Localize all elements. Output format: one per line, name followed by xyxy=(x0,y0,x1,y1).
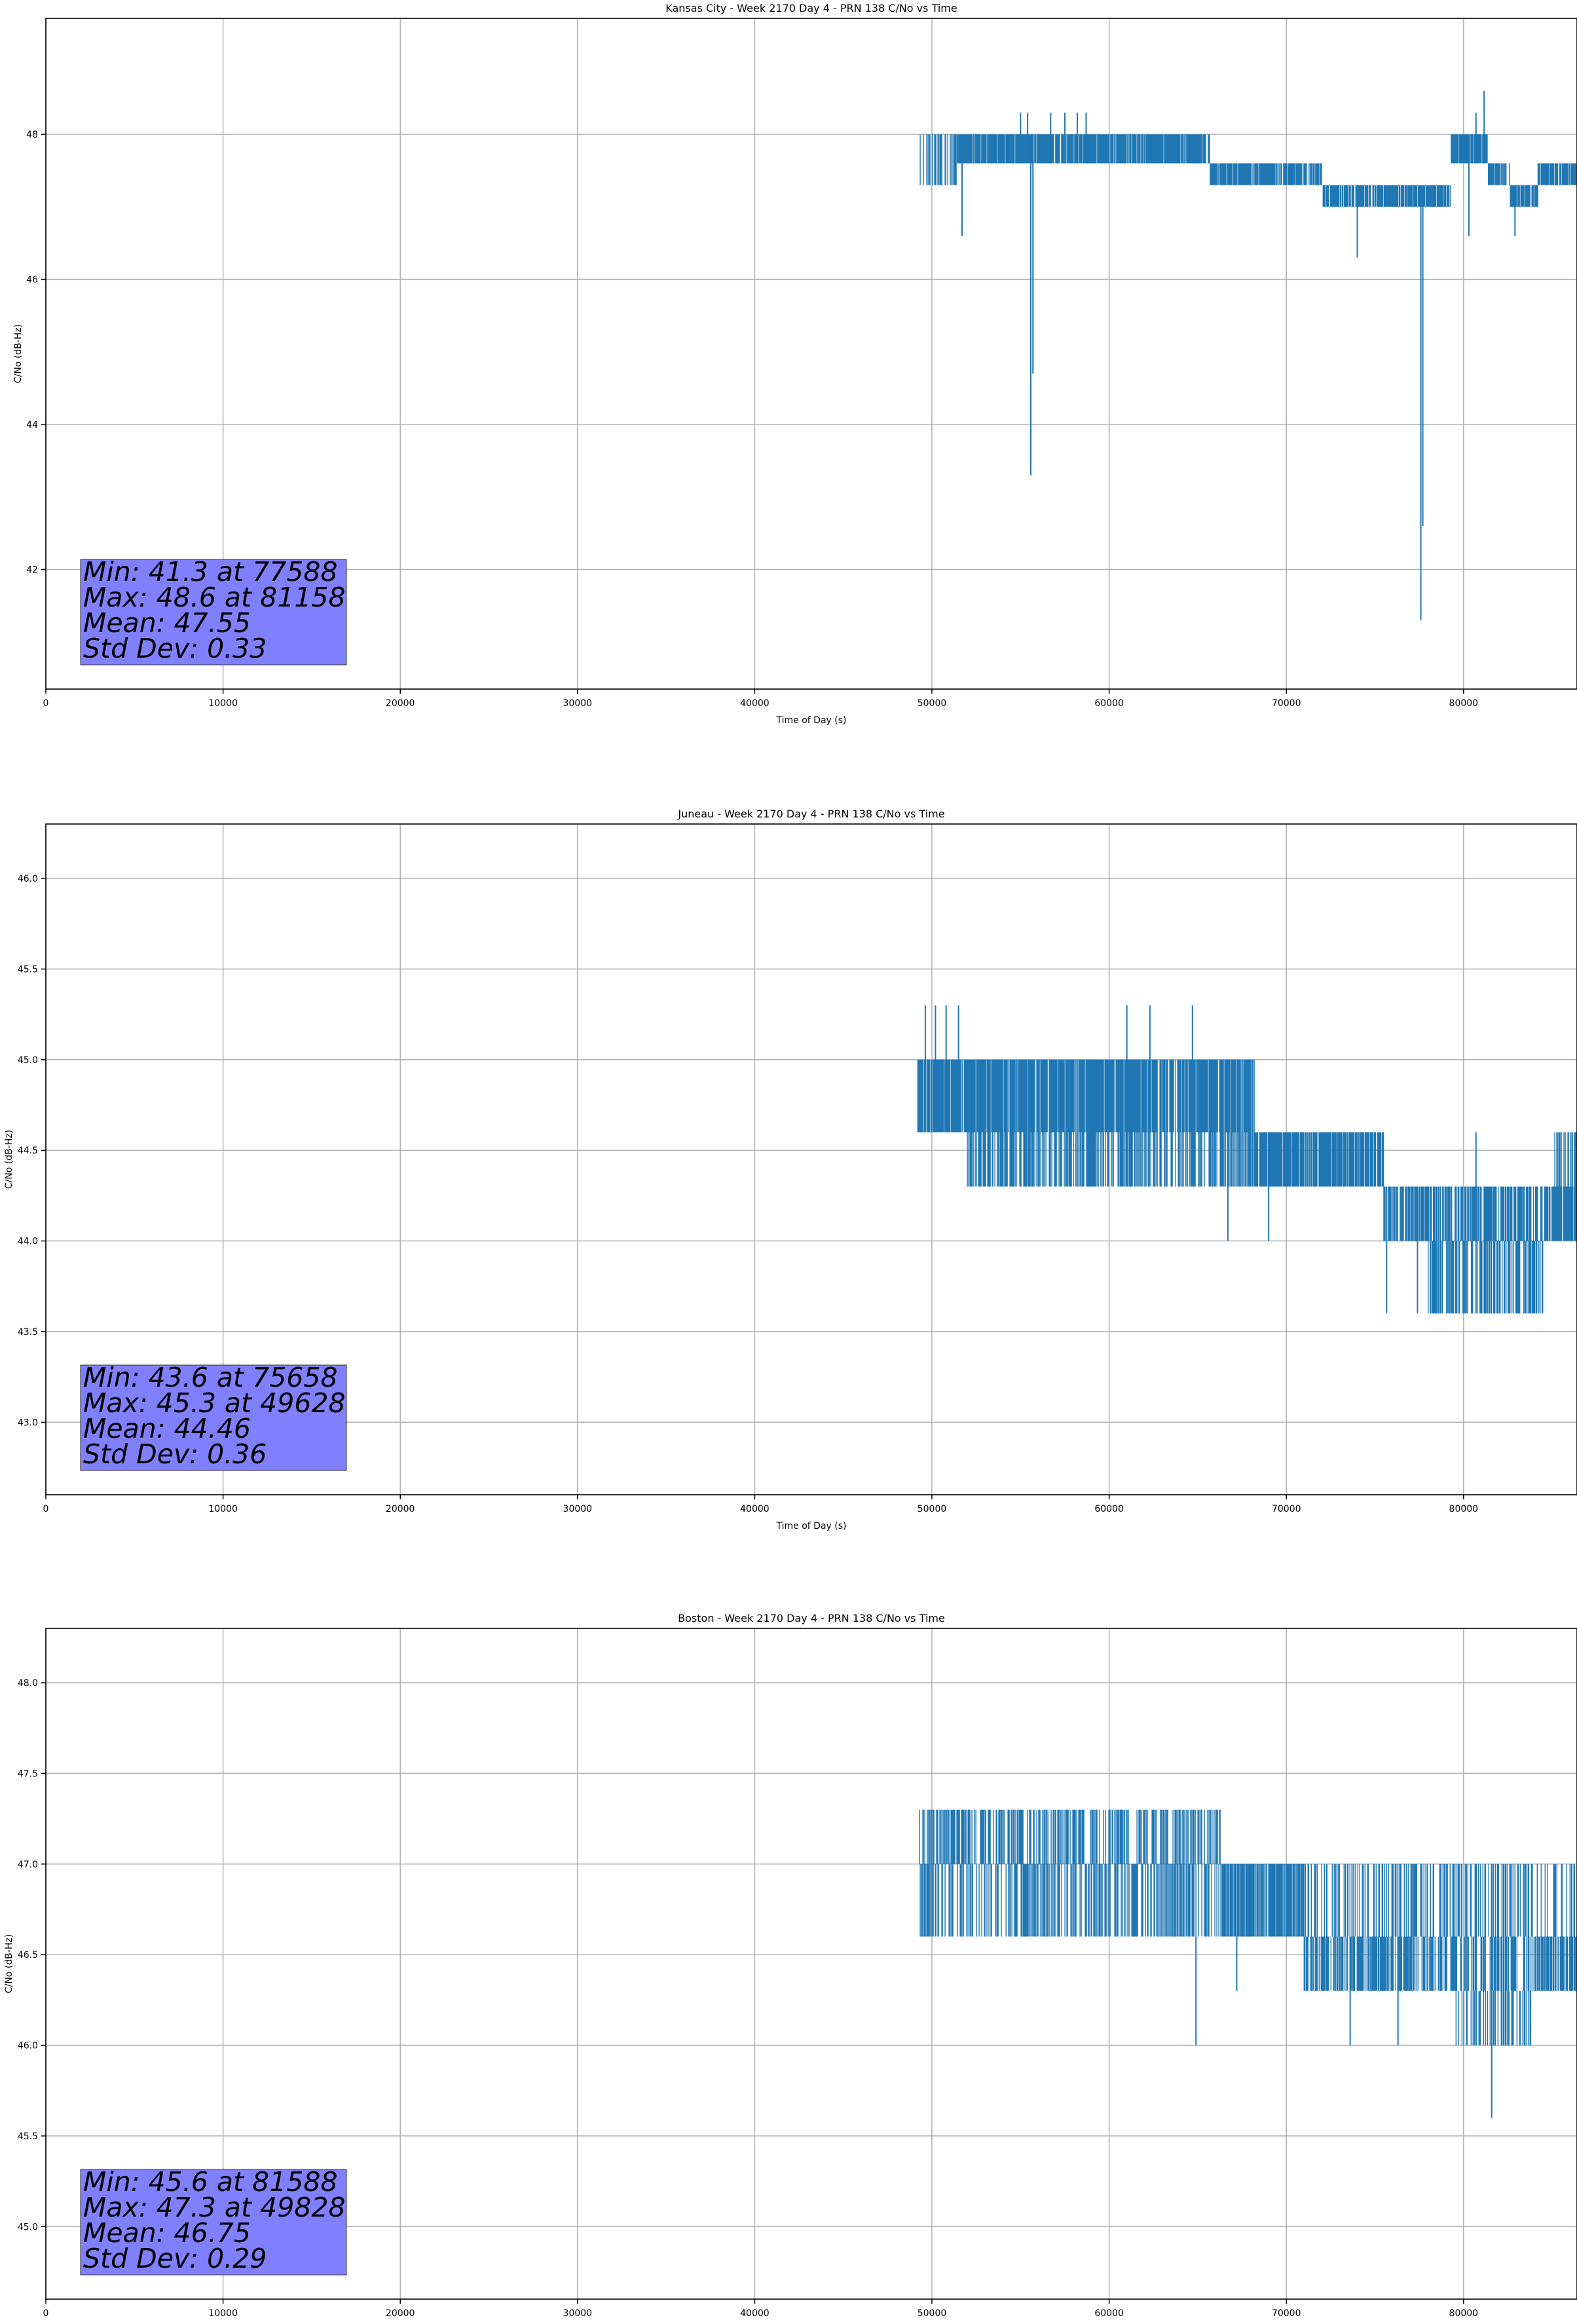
y-axis-label: C/No (dB-Hz) xyxy=(13,324,24,383)
x-tick-label: 60000 xyxy=(1094,2308,1124,2319)
x-tick-label: 10000 xyxy=(208,2308,238,2319)
stats-line: Min: 43.6 at 75658 xyxy=(83,1362,338,1393)
stats-line: Min: 41.3 at 77588 xyxy=(83,556,338,588)
x-tick-label: 50000 xyxy=(918,1504,947,1514)
stats-line: Max: 47.3 at 49828 xyxy=(83,2192,346,2223)
y-tick-label: 45.0 xyxy=(18,1055,38,1066)
x-tick-label: 20000 xyxy=(386,698,415,709)
x-tick-label: 10000 xyxy=(208,1504,238,1514)
y-tick-label: 44.5 xyxy=(18,1146,38,1156)
x-tick-label: 10000 xyxy=(208,698,238,709)
cno-series xyxy=(919,1809,1577,2118)
axes-frame xyxy=(45,18,1577,690)
x-tick-label: 0 xyxy=(43,698,49,709)
y-tick-label: 43.0 xyxy=(18,1417,38,1428)
y-tick-label: 44.0 xyxy=(18,1237,38,1247)
cno-band xyxy=(917,1059,1577,1314)
subplot-2: 0 10000 20000 30000 40000 50000 60000 70000 8000… xyxy=(4,808,1577,1531)
stats-line: Min: 45.6 at 81588 xyxy=(83,2166,338,2198)
x-tick-label: 70000 xyxy=(1272,1504,1301,1514)
x-tick-label: 30000 xyxy=(563,698,593,709)
x-tick-label: 70000 xyxy=(1272,698,1301,709)
cno-series xyxy=(919,90,1577,620)
cno-band xyxy=(919,134,1577,207)
x-axis-label: Time of Day (s) xyxy=(776,715,847,726)
y-tick-label: 44 xyxy=(26,420,38,430)
y-axis-label: C/No (dB-Hz) xyxy=(4,1934,14,1993)
x-tick-label: 20000 xyxy=(386,1504,415,1514)
x-tick-label: 0 xyxy=(43,2308,49,2319)
chart-title: Juneau - Week 2170 Day 4 - PRN 138 C/No … xyxy=(677,808,944,820)
y-tick-label: 47.5 xyxy=(18,1769,38,1779)
y-tick-label: 45.0 xyxy=(18,2222,38,2232)
y-tick-label: 46.0 xyxy=(18,2041,38,2052)
stats-line: Mean: 44.46 xyxy=(83,1413,251,1444)
stats-line: Mean: 47.55 xyxy=(83,607,251,639)
stats-box-background xyxy=(80,1364,347,1471)
y-tick-label: 46.0 xyxy=(18,874,38,884)
stats-box-background xyxy=(80,559,347,665)
y-tick-label: 43.5 xyxy=(18,1327,38,1338)
x-tick-label: 60000 xyxy=(1094,698,1124,709)
stats-line: Max: 48.6 at 81158 xyxy=(83,582,346,613)
stats-line: Std Dev: 0.29 xyxy=(83,2243,267,2274)
stats-line: Mean: 46.75 xyxy=(83,2217,251,2249)
x-tick-label: 50000 xyxy=(918,2308,947,2319)
x-tick-label: 0 xyxy=(43,1504,49,1514)
grid xyxy=(45,18,1577,689)
axes-frame xyxy=(45,823,1577,1495)
grid xyxy=(45,1628,1577,2299)
x-tick-label: 80000 xyxy=(1449,698,1479,709)
axes-frame xyxy=(45,1628,1577,2300)
y-tick-label: 45.5 xyxy=(18,2131,38,2142)
x-tick-label: 40000 xyxy=(740,698,770,709)
x-tick-label: 50000 xyxy=(918,698,947,709)
x-tick-label: 20000 xyxy=(386,2308,415,2319)
y-tick-label: 46.5 xyxy=(18,1950,38,1960)
chart-title: Kansas City - Week 2170 Day 4 - PRN 138 … xyxy=(665,2,957,14)
stats-line: Std Dev: 0.36 xyxy=(83,1438,267,1470)
stats-line: Max: 45.3 at 49628 xyxy=(83,1387,346,1419)
x-tick-label: 40000 xyxy=(740,2308,770,2319)
y-axis-label: C/No (dB-Hz) xyxy=(4,1130,14,1189)
y-tick-label: 42 xyxy=(26,565,38,575)
x-tick-label: 80000 xyxy=(1449,2308,1479,2319)
cno-band xyxy=(919,1809,1577,2046)
y-tick-label: 48.0 xyxy=(18,1678,38,1689)
stats-box-background xyxy=(80,2169,347,2276)
x-tick-label: 60000 xyxy=(1094,1504,1124,1514)
stats-line: Std Dev: 0.33 xyxy=(83,633,267,664)
x-tick-label: 30000 xyxy=(563,2308,593,2319)
subplot-1: 0 10000 20000 30000 40000 50000 60000 70000 8000… xyxy=(13,2,1577,726)
y-tick-label: 48 xyxy=(26,130,38,140)
y-tick-label: 47.0 xyxy=(18,1860,38,1870)
y-tick-label: 46 xyxy=(26,275,38,286)
x-tick-label: 70000 xyxy=(1272,2308,1301,2319)
cno-series xyxy=(917,1005,1577,1314)
chart-title: Boston - Week 2170 Day 4 - PRN 138 C/No … xyxy=(678,1612,945,1624)
x-axis-label: Time of Day (s) xyxy=(776,1521,847,1531)
x-tick-label: 40000 xyxy=(740,1504,770,1514)
y-tick-label: 45.5 xyxy=(18,964,38,975)
x-tick-label: 30000 xyxy=(563,1504,593,1514)
x-tick-label: 80000 xyxy=(1449,1504,1479,1514)
subplot-3: 0 10000 20000 30000 40000 50000 60000 70000 8000… xyxy=(4,1612,1577,2319)
